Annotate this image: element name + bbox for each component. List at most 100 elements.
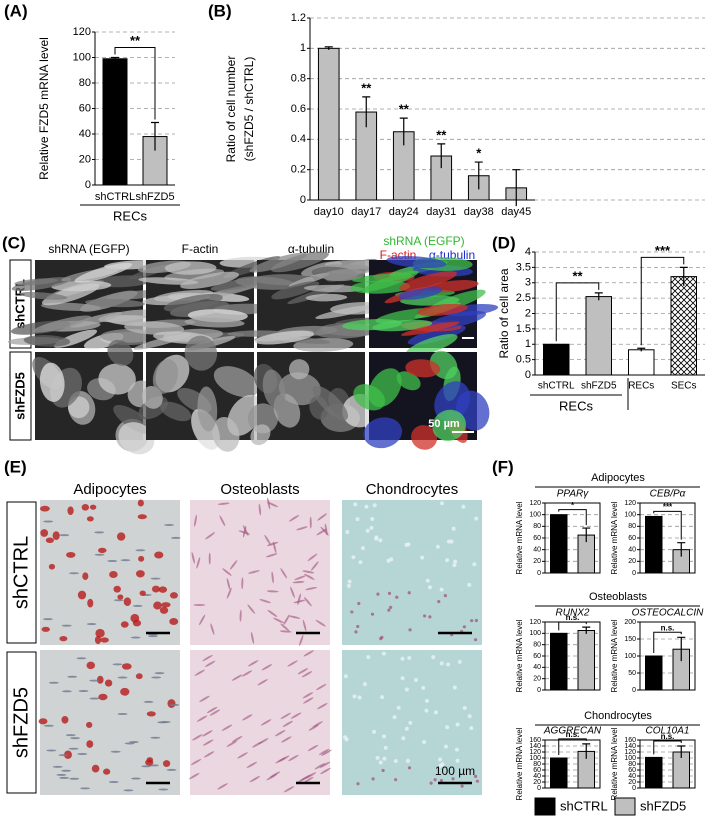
y-tick-label: 140	[529, 743, 541, 750]
cell	[405, 358, 441, 379]
cell	[163, 290, 225, 315]
fiber	[294, 575, 306, 581]
y-axis-label: Relative mRNA level	[515, 619, 524, 692]
fiber	[194, 514, 197, 527]
cell	[59, 636, 68, 642]
cell	[39, 505, 50, 512]
cell	[473, 638, 478, 642]
cell	[440, 501, 445, 506]
y-tick-label: 60	[533, 535, 541, 542]
fiber	[203, 751, 215, 758]
fiber	[226, 578, 231, 590]
row-label-box	[9, 351, 32, 441]
cell	[112, 663, 123, 666]
cell	[474, 618, 478, 623]
cell	[375, 755, 380, 760]
cell	[425, 578, 430, 583]
chart-title: AGGRECAN	[543, 726, 602, 737]
cell	[431, 655, 436, 660]
significance-bracket	[653, 510, 682, 540]
fiber	[208, 552, 211, 565]
fiber	[303, 697, 314, 704]
error-bar	[679, 266, 688, 286]
cell	[395, 595, 399, 599]
y-tick-label: 100	[529, 512, 541, 519]
cell	[58, 754, 69, 757]
bar	[585, 296, 612, 376]
cell	[374, 535, 379, 540]
cell	[306, 294, 348, 302]
cell	[41, 626, 50, 632]
cell	[365, 528, 370, 533]
fiber	[309, 516, 312, 529]
fiber	[283, 786, 295, 793]
cell	[387, 608, 391, 612]
cell	[135, 673, 143, 680]
cell	[422, 739, 427, 744]
y-tick-label: 20	[533, 558, 541, 565]
y-axis-label: Relative mRNA level	[610, 727, 619, 800]
cell	[364, 504, 369, 509]
panel-label: (A)	[4, 1, 28, 20]
y-tick-label: 100	[624, 512, 636, 519]
cell	[69, 572, 80, 575]
fiber	[217, 783, 228, 790]
significance: n.s.	[566, 613, 580, 622]
bar	[550, 632, 568, 691]
cell	[67, 506, 74, 516]
cell	[181, 333, 220, 374]
cell	[443, 744, 448, 749]
y-tick-label: 120	[73, 26, 91, 38]
cell	[59, 534, 70, 537]
fiber	[269, 771, 281, 778]
significance: **	[130, 33, 141, 48]
group-label: RECs	[559, 398, 593, 413]
fiber	[248, 570, 260, 574]
image-bg	[190, 650, 330, 795]
cell	[248, 249, 309, 276]
fiber	[242, 714, 253, 721]
legend-swatch	[534, 797, 556, 816]
y-tick-label: 20	[533, 779, 541, 786]
error-bar	[362, 96, 371, 128]
cell	[379, 637, 383, 641]
y-tick-label: 150	[624, 636, 636, 643]
cell	[91, 764, 100, 773]
group-label: RECs	[113, 208, 147, 223]
cell	[400, 676, 405, 681]
y-tick-label: 20	[628, 779, 636, 786]
fiber	[261, 664, 273, 671]
y-tick-label: 1.5	[516, 323, 531, 335]
cell	[109, 570, 118, 578]
y-tick-label: 1	[300, 42, 306, 54]
cell	[151, 676, 162, 679]
cell	[108, 780, 119, 783]
cell	[113, 585, 121, 593]
y-tick-label: 100	[624, 755, 636, 762]
cell	[244, 400, 281, 437]
y-tick-label: 40	[533, 547, 541, 554]
cell	[147, 635, 158, 638]
y-tick-label: 4	[525, 246, 531, 258]
error-bar	[582, 743, 591, 759]
cell	[400, 319, 460, 338]
cell	[446, 539, 451, 544]
fiber	[314, 763, 326, 770]
cell	[369, 525, 374, 530]
cell	[94, 553, 105, 556]
cell	[452, 685, 457, 690]
cell	[344, 737, 349, 742]
cell	[345, 529, 350, 534]
cell	[451, 777, 455, 781]
cell	[439, 587, 444, 592]
cell	[82, 572, 89, 581]
fiber	[280, 712, 291, 720]
image-bg	[342, 500, 482, 645]
fiber	[229, 560, 238, 570]
cell	[393, 758, 398, 763]
cell	[422, 614, 427, 618]
cell	[420, 555, 425, 560]
cell	[392, 715, 397, 720]
